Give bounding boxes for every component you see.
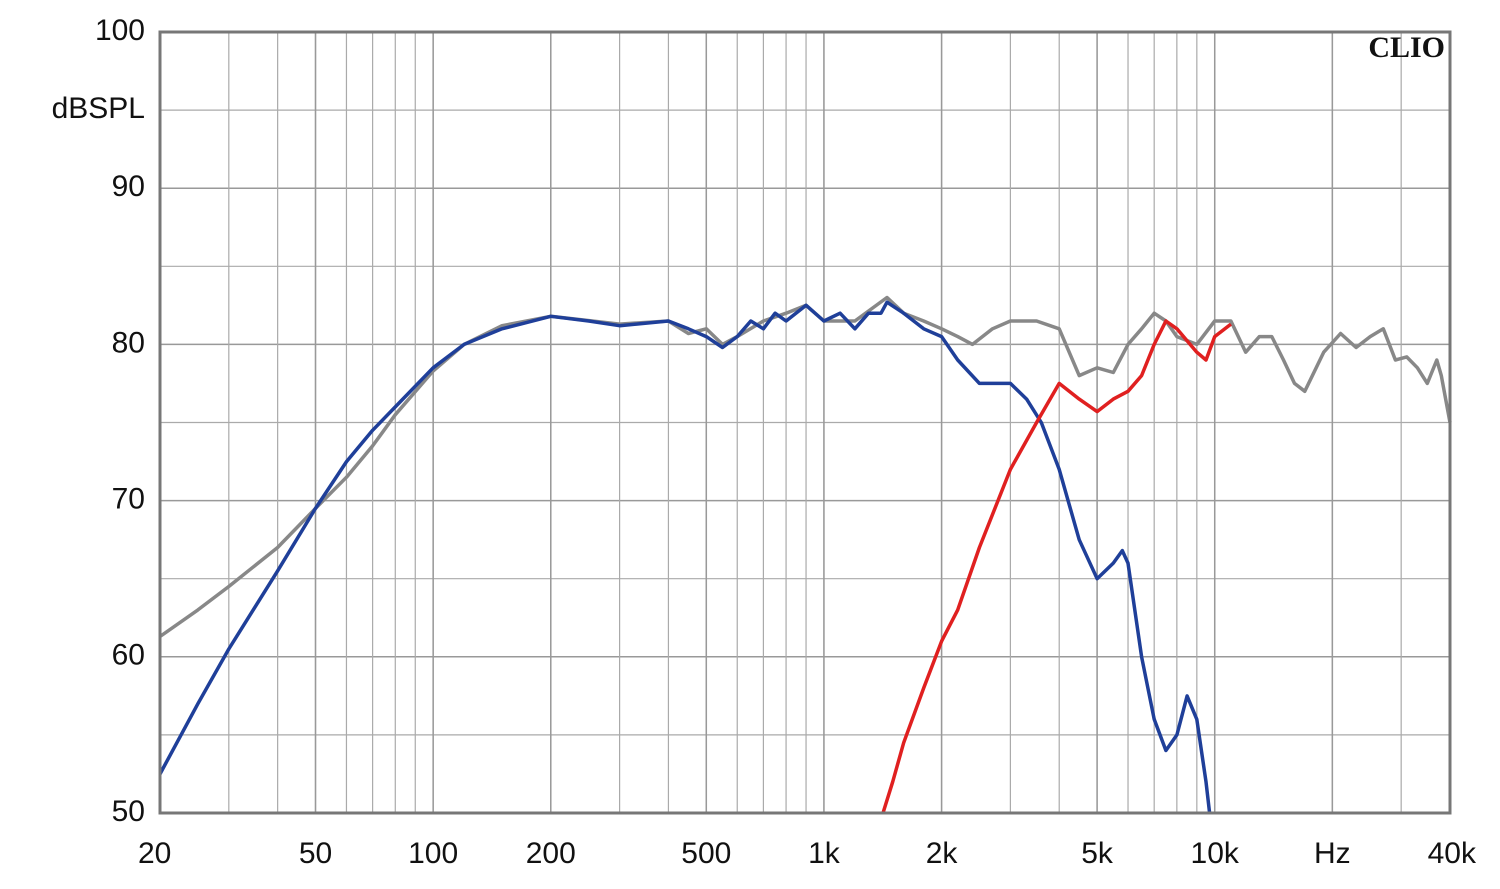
x-tick-label: 1k bbox=[808, 837, 841, 870]
x-tick-label: 50 bbox=[299, 837, 332, 870]
x-tick-label: 10k bbox=[1191, 837, 1240, 870]
lines bbox=[158, 295, 1452, 814]
x-tick-label: 100 bbox=[408, 837, 458, 870]
x-tick-label: 200 bbox=[526, 837, 576, 870]
x-tick-label: 20 bbox=[138, 837, 171, 870]
x-tick-label: 500 bbox=[681, 837, 731, 870]
x-tick-label: 2k bbox=[926, 837, 959, 870]
grid bbox=[159, 31, 1451, 814]
x-tick-label: 40k bbox=[1428, 837, 1477, 870]
y-tick-label: 60 bbox=[112, 639, 145, 672]
x-tick-label: Hz bbox=[1314, 837, 1351, 870]
y-tick-label: 70 bbox=[112, 483, 145, 516]
x-tick-label: 5k bbox=[1081, 837, 1114, 870]
y-tick-label: 100 bbox=[95, 14, 145, 47]
plot-frame bbox=[158, 30, 1452, 815]
y-tick-label: 90 bbox=[112, 170, 145, 203]
series-line bbox=[881, 319, 1232, 814]
annotation: CLIO bbox=[1368, 31, 1445, 64]
y-tick-label: 50 bbox=[112, 795, 145, 828]
y-tick-label: 80 bbox=[112, 326, 145, 359]
series-line bbox=[158, 295, 1452, 638]
y-axis-label: dBSPL bbox=[52, 92, 145, 125]
series-line bbox=[158, 300, 1212, 814]
